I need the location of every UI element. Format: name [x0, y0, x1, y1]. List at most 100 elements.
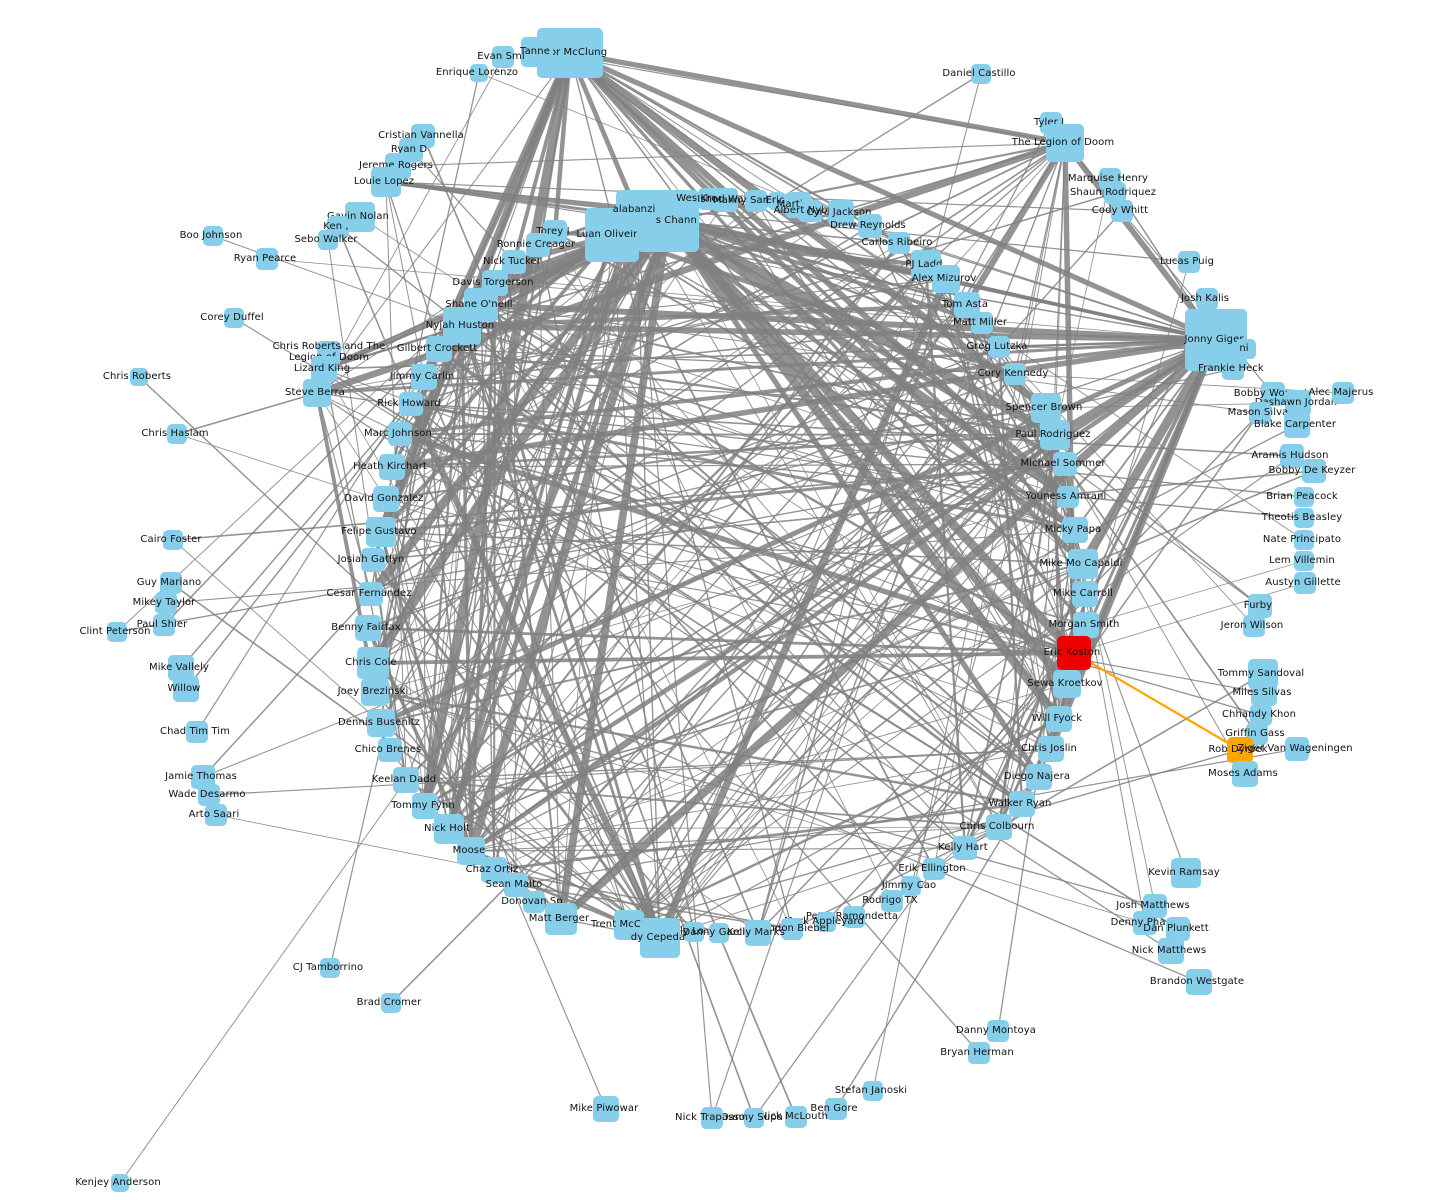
graph-node[interactable] — [203, 226, 223, 246]
graph-node[interactable] — [1004, 363, 1026, 385]
graph-node[interactable] — [224, 308, 244, 328]
graph-node[interactable] — [988, 336, 1010, 358]
graph-node[interactable] — [361, 548, 385, 572]
graph-node[interactable] — [863, 1081, 883, 1101]
graph-node[interactable] — [357, 647, 389, 679]
graph-node[interactable] — [371, 167, 401, 197]
graph-node[interactable] — [816, 912, 836, 932]
graph-node[interactable] — [545, 903, 577, 935]
graph-node[interactable] — [1068, 549, 1098, 579]
graph-node[interactable] — [1031, 393, 1061, 423]
graph-node[interactable] — [1178, 251, 1200, 273]
graph-node[interactable] — [781, 918, 803, 940]
graph-node[interactable] — [1166, 917, 1190, 941]
graph-node[interactable] — [1232, 761, 1258, 787]
graph-node[interactable] — [1294, 487, 1314, 507]
graph-node[interactable] — [1040, 420, 1070, 450]
graph-node[interactable] — [1294, 572, 1316, 594]
graph-node[interactable] — [968, 1042, 990, 1064]
graph-node[interactable] — [1285, 737, 1309, 761]
graph-node[interactable] — [785, 1106, 807, 1128]
graph-node[interactable] — [932, 265, 960, 293]
graph-node[interactable] — [1158, 938, 1184, 964]
graph-node[interactable] — [1236, 339, 1256, 359]
graph-node[interactable] — [1251, 680, 1277, 706]
graph-node[interactable] — [411, 364, 437, 390]
graph-node[interactable] — [318, 230, 338, 250]
graph-node[interactable] — [412, 793, 438, 819]
graph-node[interactable] — [345, 202, 375, 232]
graph-node[interactable] — [843, 906, 865, 928]
graph-node[interactable] — [1104, 182, 1126, 204]
graph-node[interactable] — [367, 709, 395, 737]
graph-node[interactable] — [923, 858, 945, 880]
graph-node[interactable] — [616, 190, 656, 230]
graph-node[interactable] — [1284, 412, 1310, 438]
graph-node[interactable] — [1026, 764, 1052, 790]
graph-node[interactable] — [1072, 581, 1098, 607]
graph-node[interactable] — [986, 814, 1012, 840]
graph-node[interactable] — [470, 64, 488, 82]
graph-node[interactable] — [256, 248, 278, 270]
graph-node[interactable] — [828, 200, 854, 226]
graph-node[interactable] — [320, 958, 340, 978]
graph-node[interactable] — [381, 993, 401, 1013]
graph-node[interactable] — [361, 678, 389, 706]
graph-node[interactable] — [526, 233, 550, 257]
graph-node[interactable] — [1243, 615, 1265, 637]
graph-node[interactable] — [888, 232, 910, 254]
graph-node[interactable] — [1053, 452, 1077, 476]
graph-node[interactable] — [768, 192, 786, 210]
graph-node[interactable] — [153, 614, 175, 636]
graph-node[interactable] — [825, 1098, 847, 1120]
graph-node[interactable] — [701, 1107, 723, 1129]
graph-node[interactable] — [1196, 288, 1218, 310]
graph-node[interactable] — [311, 356, 337, 382]
graph-node[interactable] — [1280, 444, 1304, 468]
graph-node[interactable] — [373, 486, 399, 512]
graph-node[interactable] — [1111, 200, 1133, 222]
graph-node[interactable] — [379, 454, 405, 480]
graph-node[interactable] — [160, 572, 182, 594]
graph-node[interactable] — [709, 923, 729, 943]
graph-node[interactable] — [378, 738, 402, 762]
graph-node[interactable] — [457, 837, 485, 865]
graph-node[interactable] — [198, 784, 220, 806]
graph-node[interactable] — [744, 1108, 764, 1128]
graph-node[interactable] — [388, 422, 412, 446]
graph-node[interactable] — [1302, 459, 1326, 483]
graph-node[interactable] — [163, 530, 183, 550]
graph-node[interactable] — [1222, 358, 1244, 380]
graph-node[interactable] — [1057, 486, 1079, 508]
graph-node[interactable] — [971, 312, 993, 334]
graph-node[interactable] — [399, 392, 423, 416]
graph-node[interactable] — [1248, 594, 1272, 618]
graph-node[interactable] — [1062, 517, 1088, 543]
graph-node[interactable] — [1285, 390, 1311, 416]
graph-node[interactable] — [987, 1020, 1009, 1042]
graph-node[interactable] — [800, 200, 822, 222]
graph-node[interactable] — [167, 424, 187, 444]
graph-node[interactable] — [130, 368, 148, 386]
graph-node[interactable] — [1009, 791, 1035, 817]
graph-node[interactable] — [1133, 911, 1157, 935]
graph-node[interactable] — [858, 214, 882, 238]
graph-node[interactable] — [481, 857, 507, 883]
graph-node[interactable] — [614, 910, 644, 940]
graph-node[interactable] — [393, 767, 419, 793]
graph-node[interactable] — [1038, 736, 1064, 762]
graph-node[interactable] — [593, 1096, 619, 1122]
graph-node[interactable] — [1046, 706, 1072, 732]
graph-node[interactable] — [521, 37, 553, 67]
graph-node[interactable] — [901, 876, 921, 896]
graph-node[interactable] — [684, 922, 704, 942]
graph-node[interactable] — [1227, 737, 1253, 763]
graph-node[interactable] — [155, 592, 177, 614]
graph-node[interactable] — [953, 836, 977, 860]
graph-node[interactable] — [1249, 402, 1271, 424]
graph-node[interactable] — [714, 188, 738, 212]
graph-node[interactable] — [1294, 530, 1314, 550]
graph-node[interactable] — [355, 615, 381, 641]
graph-node[interactable] — [111, 1174, 129, 1192]
